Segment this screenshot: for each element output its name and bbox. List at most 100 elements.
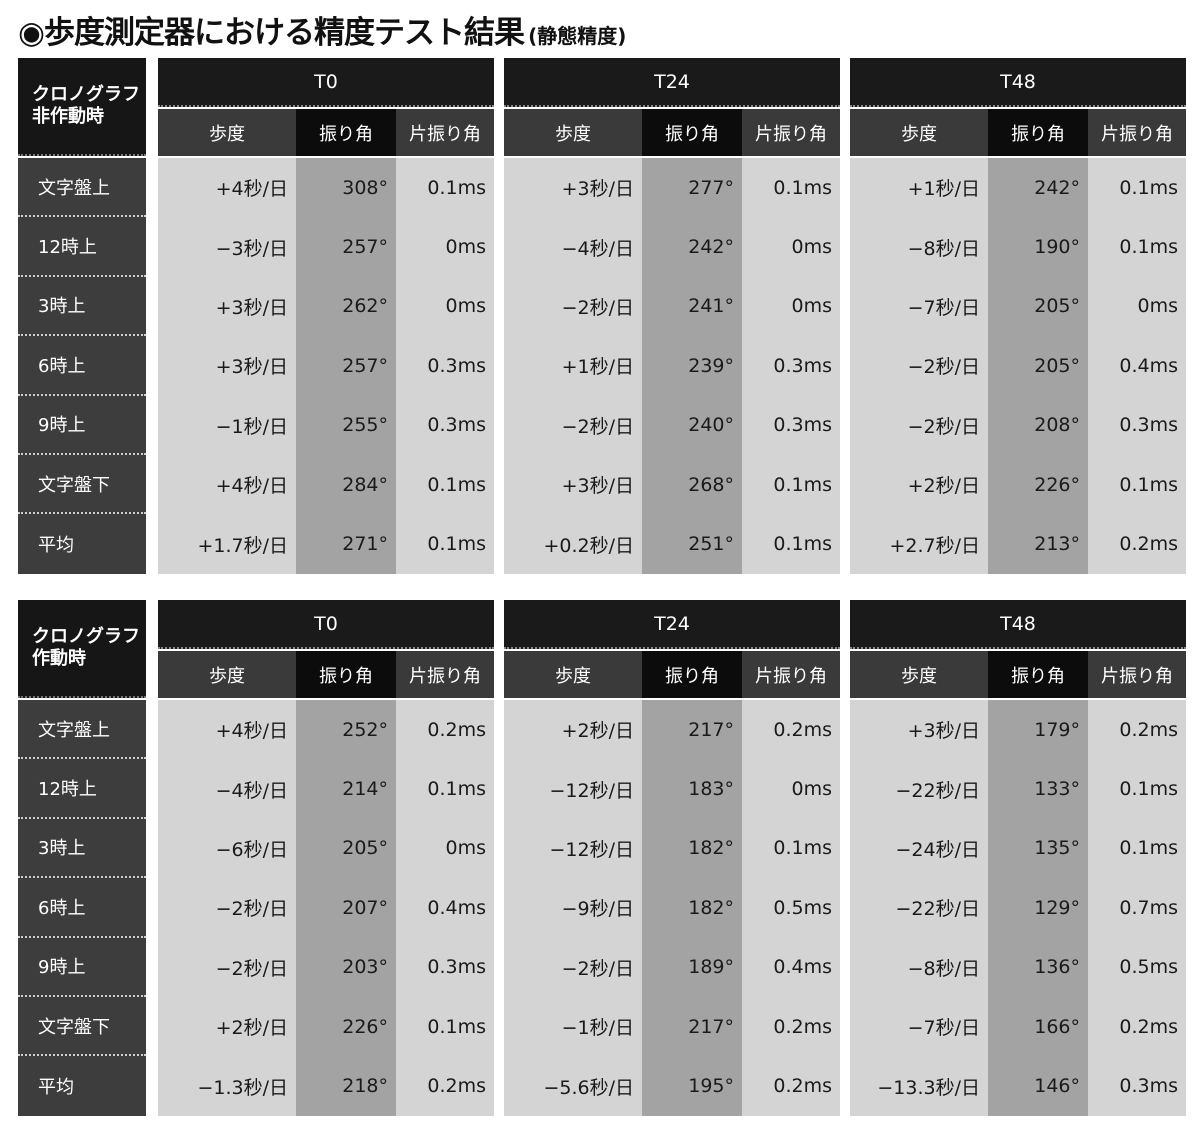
rate-cell: −2秒/日 xyxy=(504,395,642,455)
beat-error-cell: 0.5ms xyxy=(742,878,840,938)
amplitude-cell: 268° xyxy=(642,455,742,515)
rate-cell: −3秒/日 xyxy=(158,217,296,277)
amplitude-cell: 277° xyxy=(642,158,742,218)
rate-cell: −4秒/日 xyxy=(158,759,296,819)
rate-cell: +3秒/日 xyxy=(158,276,296,337)
group-header: T24 xyxy=(504,58,840,107)
beat-error-cell: 0.1ms xyxy=(396,158,494,218)
amplitude-cell: 205° xyxy=(988,336,1088,396)
rate-cell: −7秒/日 xyxy=(850,276,988,337)
table-row: +4秒/日 284° 0.1ms xyxy=(158,455,494,517)
group-header: T48 xyxy=(850,600,1186,649)
rate-cell: +2秒/日 xyxy=(504,700,642,760)
amplitude-cell: 239° xyxy=(642,336,742,396)
amplitude-cell: 218° xyxy=(296,1056,396,1116)
amplitude-cell: 166° xyxy=(988,997,1088,1057)
column-header: 振り角 xyxy=(988,651,1088,698)
amplitude-cell: 179° xyxy=(988,700,1088,760)
corner-text: クロノグラフ xyxy=(32,626,140,647)
row-label: 3時上 xyxy=(18,818,146,879)
group-header: T0 xyxy=(158,58,494,107)
table-row: +1秒/日 242° 0.1ms xyxy=(850,158,1186,220)
beat-error-cell: 0.2ms xyxy=(742,1056,840,1116)
table-row: −2秒/日 241° 0ms xyxy=(504,276,840,339)
beat-error-cell: 0.2ms xyxy=(1088,997,1186,1057)
beat-error-cell: 0ms xyxy=(396,217,494,277)
beat-error-cell: 0ms xyxy=(742,276,840,337)
group-header: T48 xyxy=(850,58,1186,107)
amplitude-cell: 217° xyxy=(642,997,742,1057)
rate-cell: +2秒/日 xyxy=(850,455,988,515)
rate-cell: −13.3秒/日 xyxy=(850,1056,988,1116)
amplitude-cell: 182° xyxy=(642,878,742,938)
row-label: 9時上 xyxy=(18,937,146,997)
amplitude-cell: 136° xyxy=(988,937,1088,997)
beat-error-cell: 0.2ms xyxy=(742,997,840,1057)
beat-error-cell: 0.2ms xyxy=(396,700,494,760)
amplitude-cell: 257° xyxy=(296,336,396,396)
rate-cell: −12秒/日 xyxy=(504,759,642,819)
beat-error-cell: 0.1ms xyxy=(742,818,840,879)
amplitude-cell: 183° xyxy=(642,759,742,819)
column-header: 片振り角 xyxy=(1088,109,1186,156)
rate-cell: −8秒/日 xyxy=(850,937,988,997)
row-label: 文字盤上 xyxy=(18,158,146,218)
rate-cell: −2秒/日 xyxy=(504,937,642,997)
row-label: 9時上 xyxy=(18,395,146,455)
beat-error-cell: 0.7ms xyxy=(1088,878,1186,938)
table-row: +0.2秒/日 251° 0.1ms xyxy=(504,514,840,574)
rate-cell: +0.2秒/日 xyxy=(504,514,642,574)
column-header: 振り角 xyxy=(642,651,742,698)
table-corner-label: クロノグラフ 非作動時 xyxy=(18,58,146,156)
rate-cell: −5.6秒/日 xyxy=(504,1056,642,1116)
beat-error-cell: 0.1ms xyxy=(742,514,840,574)
rate-cell: −8秒/日 xyxy=(850,217,988,277)
beat-error-cell: 0.4ms xyxy=(396,878,494,938)
table-row: +2秒/日 226° 0.1ms xyxy=(158,997,494,1059)
column-header: 振り角 xyxy=(642,109,742,156)
table-row: −1秒/日 217° 0.2ms xyxy=(504,997,840,1059)
amplitude-cell: 133° xyxy=(988,759,1088,819)
amplitude-cell: 241° xyxy=(642,276,742,337)
beat-error-cell: 0.1ms xyxy=(742,158,840,218)
amplitude-cell: 226° xyxy=(296,997,396,1057)
table-row: −1秒/日 255° 0.3ms xyxy=(158,395,494,457)
table-row: −13.3秒/日 146° 0.3ms xyxy=(850,1056,1186,1116)
sub-header-row: 歩度 振り角 片振り角 xyxy=(158,109,494,156)
rate-cell: −22秒/日 xyxy=(850,878,988,938)
table-row: +3秒/日 277° 0.1ms xyxy=(504,158,840,220)
beat-error-cell: 0.2ms xyxy=(1088,700,1186,760)
rate-cell: −2秒/日 xyxy=(850,395,988,455)
beat-error-cell: 0.1ms xyxy=(396,997,494,1057)
page-title: ◉歩度測定器における精度テスト結果 (静態精度) xyxy=(18,6,626,52)
amplitude-cell: 135° xyxy=(988,818,1088,879)
column-header: 歩度 xyxy=(850,109,988,156)
group-header: T24 xyxy=(504,600,840,649)
amplitude-cell: 242° xyxy=(642,217,742,277)
table-row: −2秒/日 189° 0.4ms xyxy=(504,937,840,999)
row-label: 文字盤上 xyxy=(18,700,146,760)
table-row: +2秒/日 226° 0.1ms xyxy=(850,455,1186,517)
rate-cell: −1.3秒/日 xyxy=(158,1056,296,1116)
amplitude-cell: 242° xyxy=(988,158,1088,218)
group-header: T0 xyxy=(158,600,494,649)
rate-cell: −1秒/日 xyxy=(158,395,296,455)
rate-cell: +2秒/日 xyxy=(158,997,296,1057)
sub-header-row: 歩度 振り角 片振り角 xyxy=(850,109,1186,156)
amplitude-cell: 146° xyxy=(988,1056,1088,1116)
row-label: 12時上 xyxy=(18,759,146,819)
rate-cell: +1.7秒/日 xyxy=(158,514,296,574)
sub-header-row: 歩度 振り角 片振り角 xyxy=(158,651,494,698)
table-row: +1.7秒/日 271° 0.1ms xyxy=(158,514,494,574)
amplitude-cell: 189° xyxy=(642,937,742,997)
beat-error-cell: 0.1ms xyxy=(742,455,840,515)
rate-cell: +3秒/日 xyxy=(850,700,988,760)
table-row: −6秒/日 205° 0ms xyxy=(158,818,494,881)
table-row: −12秒/日 183° 0ms xyxy=(504,759,840,821)
table-row: +3秒/日 257° 0.3ms xyxy=(158,336,494,398)
rate-cell: +2.7秒/日 xyxy=(850,514,988,574)
rate-cell: −9秒/日 xyxy=(504,878,642,938)
column-header: 振り角 xyxy=(296,651,396,698)
table-row: −4秒/日 214° 0.1ms xyxy=(158,759,494,821)
amplitude-cell: 217° xyxy=(642,700,742,760)
